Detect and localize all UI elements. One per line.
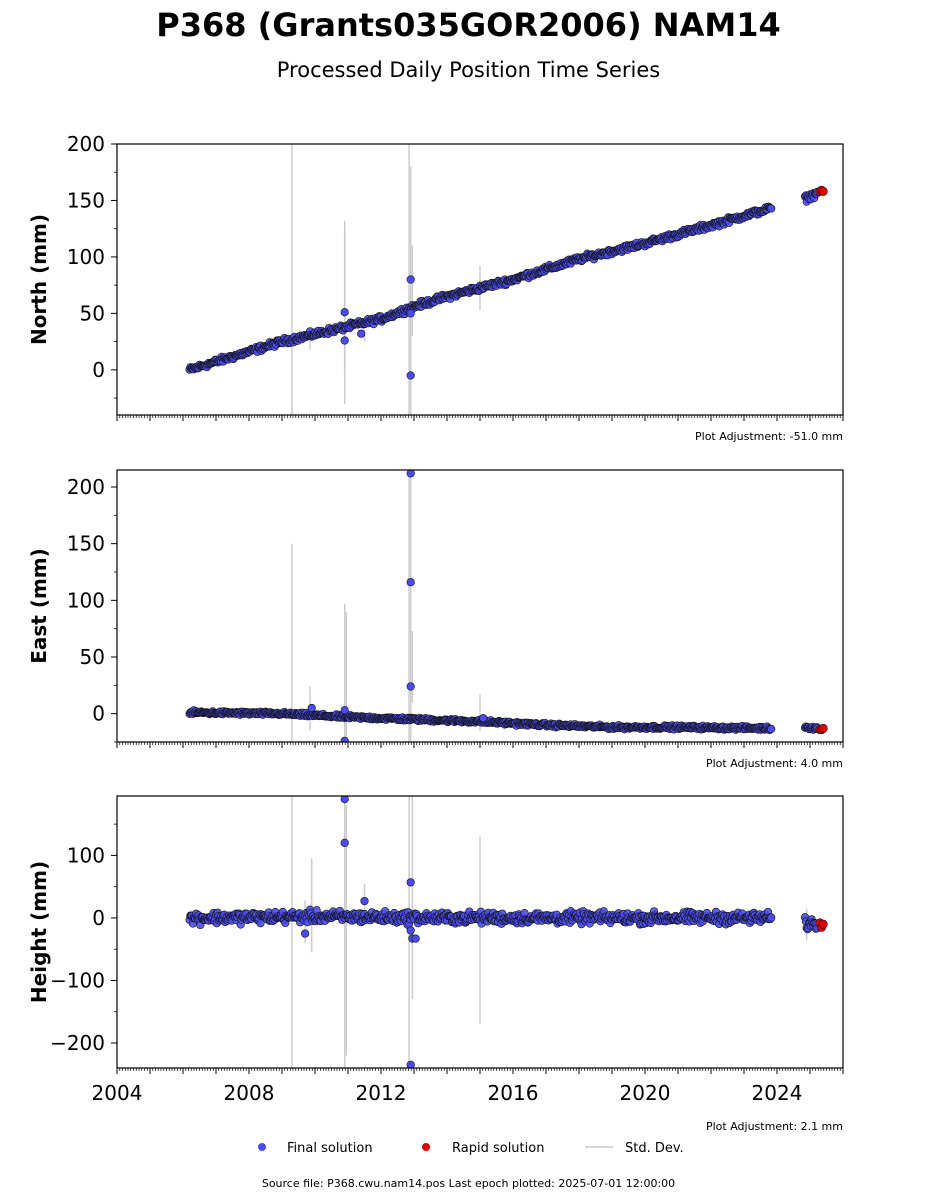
y-tick-label: 150 xyxy=(67,532,105,556)
x-tick-label: 2004 xyxy=(92,1081,143,1105)
final-solution-point xyxy=(411,934,420,943)
y-tick-label: 0 xyxy=(92,702,105,726)
final-solution-point xyxy=(301,929,310,938)
final-solution-point xyxy=(406,578,415,587)
y-tick-label: 0 xyxy=(92,358,105,382)
plot-area xyxy=(185,144,828,415)
x-tick-label: 2012 xyxy=(356,1081,407,1105)
legend-stddev-label: Std. Dev. xyxy=(625,1141,684,1156)
final-solution-point xyxy=(340,308,349,317)
x-tick-label: 2024 xyxy=(752,1081,803,1105)
y-tick-label: 100 xyxy=(67,245,105,269)
final-solution-point xyxy=(406,371,415,380)
final-solution-point xyxy=(767,724,776,734)
legend: Final solution Rapid solution Std. Dev. xyxy=(258,1141,684,1156)
legend-final-marker xyxy=(258,1143,266,1151)
plot-area xyxy=(185,470,828,742)
y-tick-label: 50 xyxy=(80,645,105,669)
final-solution-point xyxy=(307,703,316,713)
y-tick-label: 100 xyxy=(67,843,105,867)
final-solution-point xyxy=(406,1060,415,1068)
final-solution-point xyxy=(340,736,349,742)
final-solution-point xyxy=(767,204,776,213)
final-solution-point xyxy=(406,470,415,478)
final-solution-point xyxy=(406,926,415,935)
final-solution-point xyxy=(256,919,265,928)
final-solution-point xyxy=(406,309,415,318)
final-solution-point xyxy=(340,796,349,804)
rapid-solution-point xyxy=(818,186,828,196)
final-solution-point xyxy=(479,714,488,723)
plot-area xyxy=(185,796,828,1068)
source-footnote: Source file: P368.cwu.nam14.pos Last epo… xyxy=(261,1177,676,1190)
rapid-solution-point xyxy=(818,919,828,929)
final-solution-point xyxy=(357,329,366,338)
plot-adjustment-note: Plot Adjustment: 4.0 mm xyxy=(706,757,843,770)
panel-1: 0 50 100 150 200 North (mm) Plot Adjustment: -… xyxy=(27,132,844,443)
x-tick-label: 2020 xyxy=(620,1081,671,1105)
final-solution-point xyxy=(406,682,415,691)
y-tick-label: 200 xyxy=(67,132,105,156)
y-axis-label: East (mm) xyxy=(27,548,51,664)
legend-rapid-marker xyxy=(422,1143,430,1151)
y-axis-label: Height (mm) xyxy=(27,861,51,1003)
final-solution-point xyxy=(360,896,369,906)
chart-subtitle: Processed Daily Position Time Series xyxy=(276,58,661,82)
x-tick-label: 2016 xyxy=(488,1081,539,1105)
y-tick-label: 150 xyxy=(67,188,105,212)
final-solution-point xyxy=(340,838,349,847)
final-solution-point xyxy=(406,275,415,284)
final-solution-point xyxy=(340,706,349,715)
y-tick-label: −100 xyxy=(50,968,105,992)
y-tick-label: 100 xyxy=(67,588,105,612)
y-tick-label: 200 xyxy=(67,475,105,499)
final-solution-point xyxy=(406,878,415,887)
y-axis-label: North (mm) xyxy=(27,214,51,345)
legend-final-label: Final solution xyxy=(287,1141,373,1156)
rapid-solution-point xyxy=(818,723,828,733)
x-tick-label: 2008 xyxy=(224,1081,275,1105)
final-solution-point xyxy=(767,913,776,922)
y-tick-label: 50 xyxy=(80,301,105,325)
y-tick-label: 0 xyxy=(92,906,105,930)
panel-3: −200 −100 0 100 2004 2008 2012 2016 2020 2024 Heig… xyxy=(27,795,844,1133)
y-tick-label: −200 xyxy=(50,1031,105,1055)
final-solution-point xyxy=(340,336,349,345)
legend-rapid-label: Rapid solution xyxy=(452,1141,544,1156)
plot-adjustment-note: Plot Adjustment: -51.0 mm xyxy=(695,430,843,443)
panel-2: 0 50 100 150 200 East (mm) Plot Adjustment: 4.… xyxy=(27,469,844,770)
chart-title: P368 (Grants035GOR2006) NAM14 xyxy=(156,6,781,44)
plot-adjustment-note: Plot Adjustment: 2.1 mm xyxy=(706,1120,843,1133)
